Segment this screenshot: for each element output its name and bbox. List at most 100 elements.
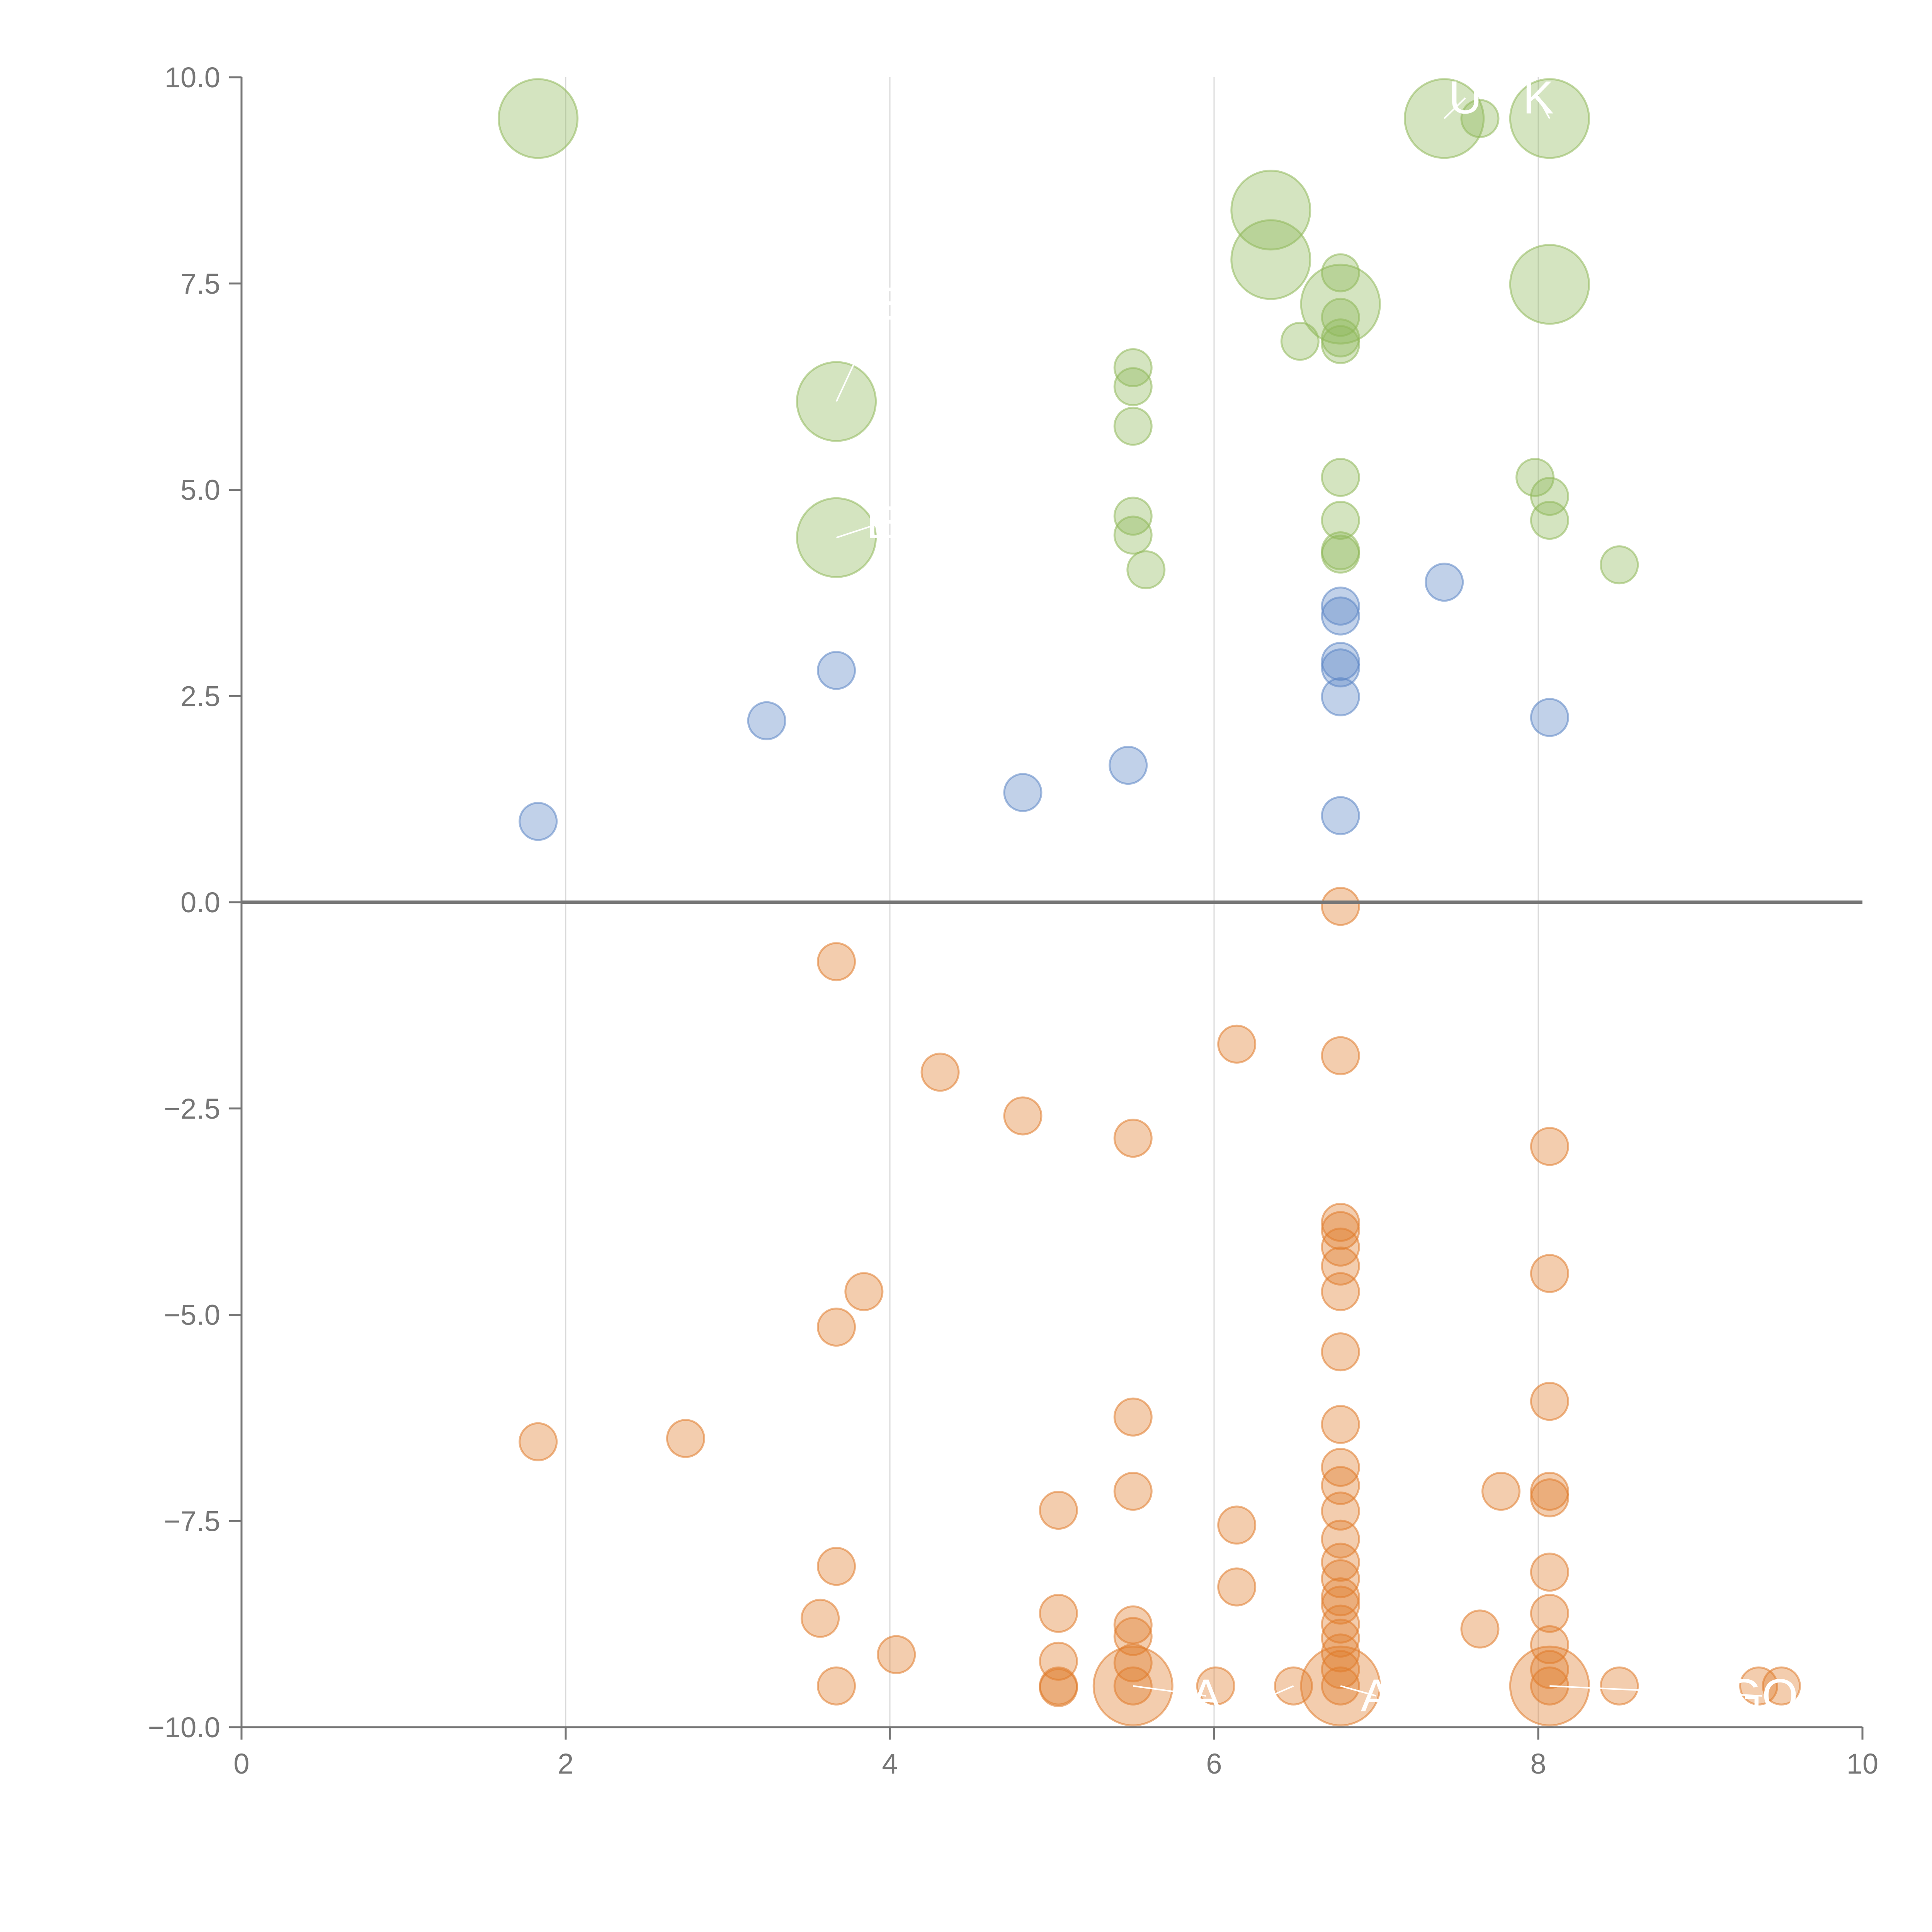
annotation-leader-6 — [1340, 1685, 1377, 1697]
axes: 10.0 7.5 5.0 2.5 0.0 −2.5 −5.0 −7.5 −10.0 0 2 4 6 8 10 — [148, 61, 1878, 1780]
annotation-label-4: A — [1190, 1670, 1221, 1721]
data-point-low-36 — [1321, 1332, 1360, 1372]
data-point-mid-5 — [1321, 587, 1360, 626]
data-point-low-16 — [1113, 1119, 1153, 1158]
y-tick-label-6: −5.0 — [164, 1299, 220, 1331]
annotation-label-1: K — [1523, 71, 1554, 123]
data-point-low-1 — [666, 1419, 705, 1458]
data-point-high-26 — [1530, 477, 1569, 516]
data-point-low-25 — [1217, 1024, 1257, 1064]
data-point-low-5 — [817, 1547, 856, 1586]
data-point-mid-11 — [1425, 563, 1464, 602]
data-point-low-4 — [817, 1308, 856, 1347]
data-point-low-0 — [519, 1422, 558, 1461]
data-point-low-67 — [1762, 1666, 1801, 1706]
data-point-low-44 — [1321, 1577, 1360, 1617]
data-point-low-29 — [1321, 887, 1360, 926]
data-point-mid-9 — [1321, 677, 1360, 716]
x-tick-label-0: 0 — [233, 1748, 249, 1780]
data-point-high-0 — [498, 78, 579, 159]
data-point-high-5 — [1113, 406, 1153, 446]
annotation-leader-0 — [1444, 97, 1466, 119]
data-point-mid-3 — [1003, 773, 1043, 812]
data-point-low-21 — [1113, 1643, 1153, 1682]
data-point-low-35 — [1321, 1272, 1360, 1311]
data-point-low-8 — [877, 1635, 916, 1674]
data-point-high-25 — [1509, 244, 1590, 325]
data-point-high-18 — [1321, 500, 1360, 540]
data-point-high-20 — [1321, 534, 1360, 574]
annotation-label-2: E — [866, 278, 897, 330]
data-point-low-17 — [1113, 1397, 1153, 1437]
data-point-low-12 — [1039, 1594, 1078, 1633]
data-point-high-22 — [1460, 99, 1500, 138]
data-point-high-12 — [1321, 253, 1360, 293]
data-point-low-59 — [1530, 1553, 1569, 1592]
data-point-high-17 — [1321, 457, 1360, 497]
y-tick-label-0: 10.0 — [165, 61, 220, 94]
y-tick-label-2: 5.0 — [180, 474, 220, 506]
x-tick-label-5: 10 — [1847, 1748, 1878, 1780]
data-point-mid-1 — [747, 701, 786, 740]
data-point-low-15 — [1039, 1668, 1078, 1708]
data-point-high-28 — [1600, 545, 1639, 585]
y-tick-label-1: 7.5 — [180, 268, 220, 300]
scatter-points — [498, 78, 1801, 1726]
data-point-low-32 — [1321, 1211, 1360, 1250]
data-point-low-10 — [1003, 1096, 1043, 1136]
data-point-high-27 — [1530, 500, 1569, 540]
y-tick-label-4: 0.0 — [180, 886, 220, 918]
y-tick-label-7: −7.5 — [164, 1505, 220, 1537]
data-point-low-30 — [1321, 1036, 1360, 1075]
data-point-low-26 — [1217, 1505, 1257, 1545]
data-point-high-10 — [1230, 219, 1311, 300]
data-point-mid-10 — [1321, 796, 1360, 835]
annotation-leader-7 — [1549, 1685, 1762, 1697]
data-point-mid-12 — [1530, 698, 1569, 737]
data-point-low-24 — [1196, 1666, 1235, 1706]
annotation-leader-5 — [1270, 1685, 1294, 1697]
data-point-high-7 — [1113, 515, 1153, 555]
data-point-low-60 — [1530, 1594, 1569, 1633]
data-point-mid-2 — [817, 651, 856, 690]
data-point-low-41 — [1321, 1519, 1360, 1559]
data-point-low-48 — [1321, 1633, 1360, 1673]
data-point-low-52 — [1460, 1609, 1500, 1649]
data-point-low-6 — [817, 1666, 856, 1706]
data-point-low-46 — [1321, 1604, 1360, 1644]
data-point-mid-8 — [1321, 648, 1360, 688]
annotation-label-3: E — [866, 497, 897, 548]
data-point-low-56 — [1530, 1382, 1569, 1421]
annotation-leader-3 — [836, 522, 882, 539]
data-point-high-9 — [1230, 170, 1311, 251]
y-tick-label-8: −10.0 — [148, 1711, 220, 1743]
y-tick-label-3: 2.5 — [180, 680, 220, 712]
data-point-mid-4 — [1109, 746, 1148, 785]
annotation-label-7: GO — [1726, 1670, 1798, 1721]
x-tick-label-3: 6 — [1206, 1748, 1222, 1780]
annotation-label-6: A — [1361, 1670, 1391, 1721]
data-point-low-3 — [817, 942, 856, 981]
data-point-high-8 — [1126, 550, 1166, 590]
data-point-low-37 — [1321, 1405, 1360, 1444]
data-point-high-14 — [1321, 298, 1360, 337]
data-point-low-53 — [1481, 1471, 1521, 1511]
annotation-leader-4 — [1133, 1685, 1206, 1697]
annotation-label-5: L — [1258, 1670, 1284, 1721]
data-point-low-18 — [1113, 1471, 1153, 1511]
data-point-low-2 — [801, 1599, 840, 1638]
data-point-high-11 — [1280, 321, 1320, 361]
data-point-low-11 — [1039, 1490, 1078, 1530]
data-point-low-55 — [1530, 1254, 1569, 1293]
data-point-low-42 — [1321, 1543, 1360, 1582]
data-point-mid-0 — [519, 802, 558, 841]
data-point-low-62 — [1530, 1650, 1569, 1689]
data-point-low-54 — [1530, 1127, 1569, 1166]
data-point-low-9 — [920, 1053, 960, 1092]
x-tick-label-4: 8 — [1530, 1748, 1546, 1780]
x-tick-label-1: 2 — [558, 1748, 573, 1780]
data-point-high-4 — [1113, 367, 1153, 406]
data-point-low-58 — [1530, 1478, 1569, 1517]
data-point-low-65 — [1600, 1666, 1639, 1706]
